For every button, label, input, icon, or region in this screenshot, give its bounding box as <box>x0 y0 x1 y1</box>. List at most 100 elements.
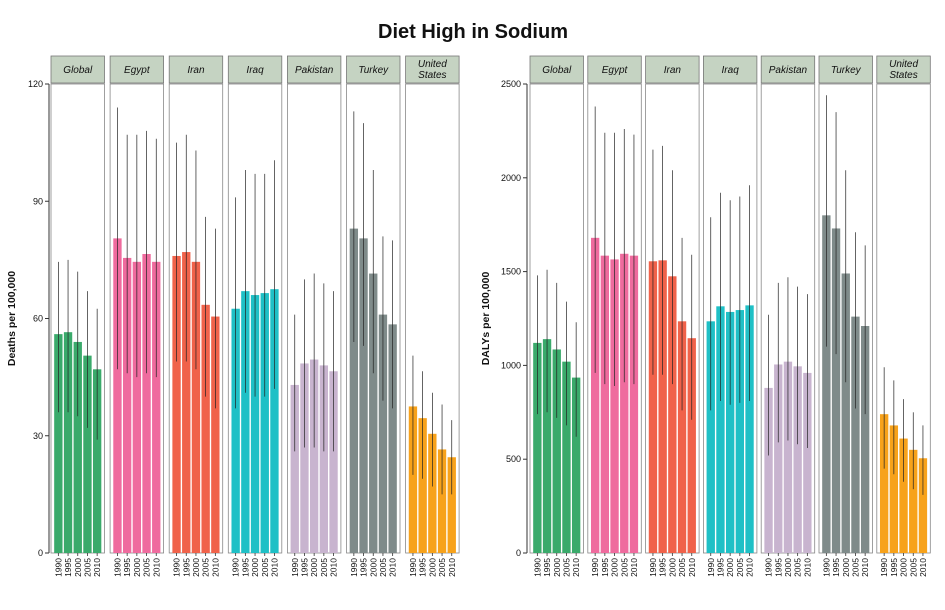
facet-iraq: Iraq 1990 1995 2000 2005 2010 <box>227 55 283 577</box>
facet-label-line: States <box>418 70 446 81</box>
x-tick-label: 2010 <box>571 558 581 577</box>
bar <box>860 326 870 553</box>
facet-label: Iraq <box>722 65 740 76</box>
bar <box>309 359 319 553</box>
bar <box>879 414 889 553</box>
bar <box>211 316 220 553</box>
y-axis-title: Deaths per 100,000 <box>6 271 18 366</box>
x-tick-label: 2000 <box>841 558 851 577</box>
x-tick-label: 1990 <box>590 558 600 577</box>
y-tick-label: 1000 <box>501 360 521 370</box>
bar <box>658 260 667 553</box>
x-tick-label: 1995 <box>122 558 132 577</box>
bar <box>648 261 658 553</box>
facet-strip <box>876 55 931 84</box>
x-tick-label: 1995 <box>773 558 783 577</box>
bar <box>745 305 754 553</box>
chart-title: Diet High in Sodium <box>378 21 568 43</box>
x-tick-label: 1990 <box>172 558 182 577</box>
y-tick-label: 0 <box>516 548 521 558</box>
bar <box>300 363 309 553</box>
bar <box>677 321 687 553</box>
facet-label: Global <box>63 65 93 76</box>
bar <box>418 418 427 553</box>
y-tick-label: 1500 <box>501 267 521 277</box>
x-tick-label: 1995 <box>181 558 191 577</box>
bar <box>774 364 783 553</box>
x-tick-label: 1990 <box>408 558 418 577</box>
bar <box>716 306 725 553</box>
x-tick-label: 1990 <box>648 558 658 577</box>
y-tick-label: 30 <box>33 431 43 441</box>
bar <box>783 361 793 553</box>
x-tick-label: 1990 <box>231 558 241 577</box>
facet-strip <box>405 55 460 84</box>
facet-strip <box>529 55 584 84</box>
facet-egypt: Egypt 1990 1995 2000 2005 2010 <box>109 55 164 577</box>
x-tick-label: 2010 <box>92 558 102 577</box>
facet-turkey: Turkey 1990 1995 2000 2005 2010 <box>346 55 401 577</box>
x-tick-label: 2010 <box>918 558 928 577</box>
bar <box>241 291 250 553</box>
facet-label: Egypt <box>602 65 629 76</box>
bar <box>447 457 456 553</box>
facet-strip <box>760 55 816 84</box>
bar <box>132 261 142 553</box>
x-tick-label: 2010 <box>388 558 398 577</box>
x-tick-label: 2005 <box>201 558 211 577</box>
bar <box>725 311 735 553</box>
x-tick-label: 2005 <box>378 558 388 577</box>
bar <box>687 338 696 553</box>
x-tick-label: 2005 <box>561 558 571 577</box>
bar <box>290 384 299 553</box>
facet-turkey: Turkey 1990 1995 2000 2005 2010 <box>818 55 873 577</box>
bar <box>764 387 773 553</box>
y-tick-label: 500 <box>506 454 521 464</box>
bar <box>172 255 181 553</box>
bar <box>83 355 92 553</box>
x-tick-label: 1995 <box>240 558 250 577</box>
bar <box>706 321 715 553</box>
facet-label: Egypt <box>124 65 151 76</box>
bar <box>92 369 102 553</box>
facet-iran: Iran 1990 1995 2000 2005 2010 <box>168 55 224 577</box>
bar <box>889 425 899 553</box>
y-tick-label: 2000 <box>501 173 521 183</box>
x-tick-label: 2005 <box>437 558 447 577</box>
bar <box>378 314 388 553</box>
x-tick-label: 1990 <box>290 558 300 577</box>
x-tick-label: 1995 <box>299 558 309 577</box>
y-tick-label: 60 <box>33 314 43 324</box>
bar <box>142 254 151 553</box>
bar <box>841 273 850 553</box>
bar <box>359 238 368 554</box>
bar <box>182 252 191 553</box>
x-tick-label: 2005 <box>619 558 629 577</box>
x-tick-label: 1995 <box>359 558 369 577</box>
facet-global: Global 1990 1995 2000 2005 2010 <box>529 55 584 577</box>
x-tick-label: 1995 <box>715 558 725 577</box>
bar <box>899 438 908 553</box>
x-tick-label: 2000 <box>132 558 142 577</box>
x-tick-label: 2005 <box>793 558 803 577</box>
facet-label: Global <box>542 65 572 76</box>
facet-strip <box>227 55 283 84</box>
x-tick-label: 2010 <box>629 558 639 577</box>
bar <box>250 295 260 553</box>
bar <box>63 332 73 553</box>
facet-iraq: Iraq 1990 1995 2000 2005 2010 <box>703 55 758 577</box>
facet-strip <box>168 55 224 84</box>
x-tick-label: 1990 <box>112 558 122 577</box>
x-tick-label: 2000 <box>191 558 201 577</box>
x-tick-label: 2005 <box>908 558 918 577</box>
x-tick-label: 2000 <box>309 558 319 577</box>
bar <box>831 228 841 553</box>
bar <box>552 349 561 553</box>
bar <box>270 289 279 553</box>
bar <box>201 304 210 553</box>
y-tick-label: 120 <box>28 79 43 89</box>
facet-egypt: Egypt 1990 1995 2000 2005 2010 <box>587 55 642 577</box>
bar <box>260 293 269 553</box>
